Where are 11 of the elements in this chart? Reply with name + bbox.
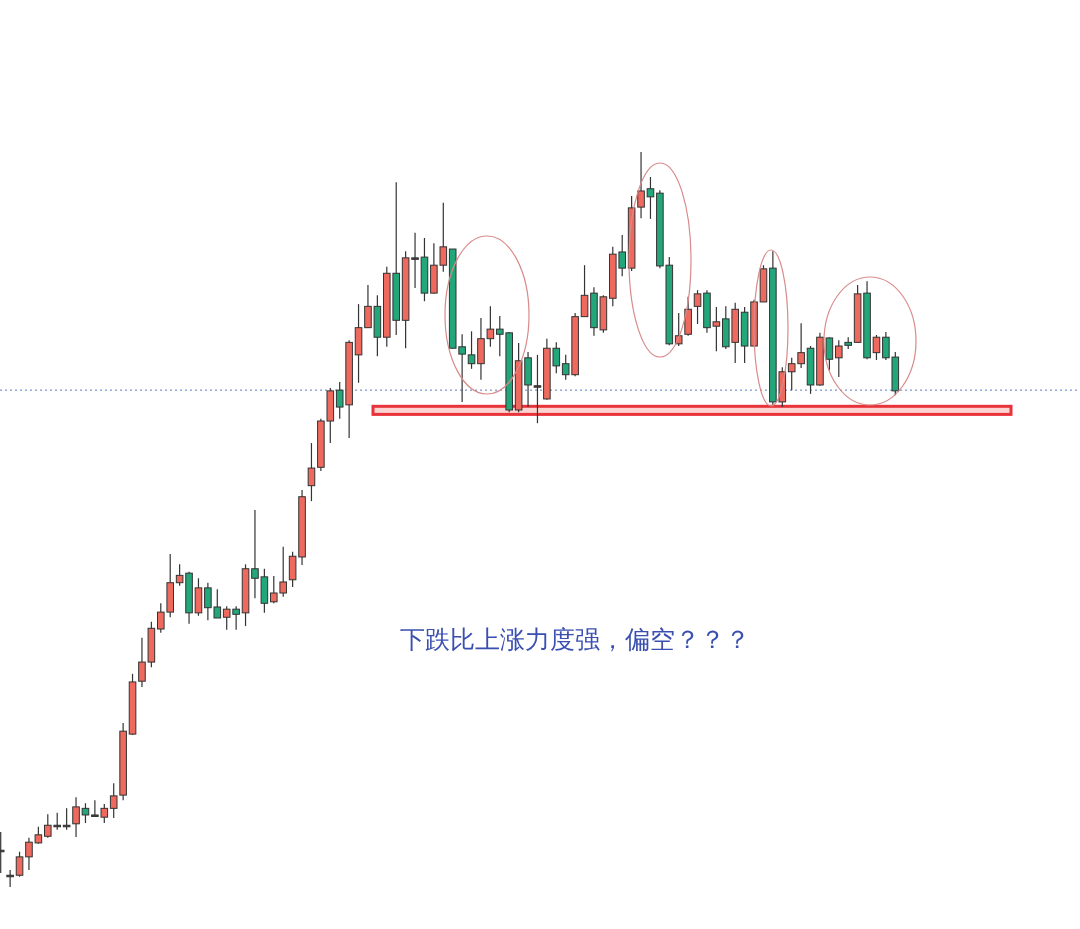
candlestick — [693, 289, 702, 325]
candlestick — [467, 330, 476, 370]
candlestick — [72, 796, 80, 838]
candlestick — [533, 354, 542, 424]
candlestick — [580, 264, 589, 318]
candlestick — [872, 334, 881, 361]
candlestick — [15, 851, 24, 878]
candlestick — [646, 176, 655, 220]
annotation: 下跌比上涨力度强，偏空？？？ — [400, 625, 750, 654]
candlestick — [307, 442, 316, 502]
candlestick — [81, 802, 90, 824]
